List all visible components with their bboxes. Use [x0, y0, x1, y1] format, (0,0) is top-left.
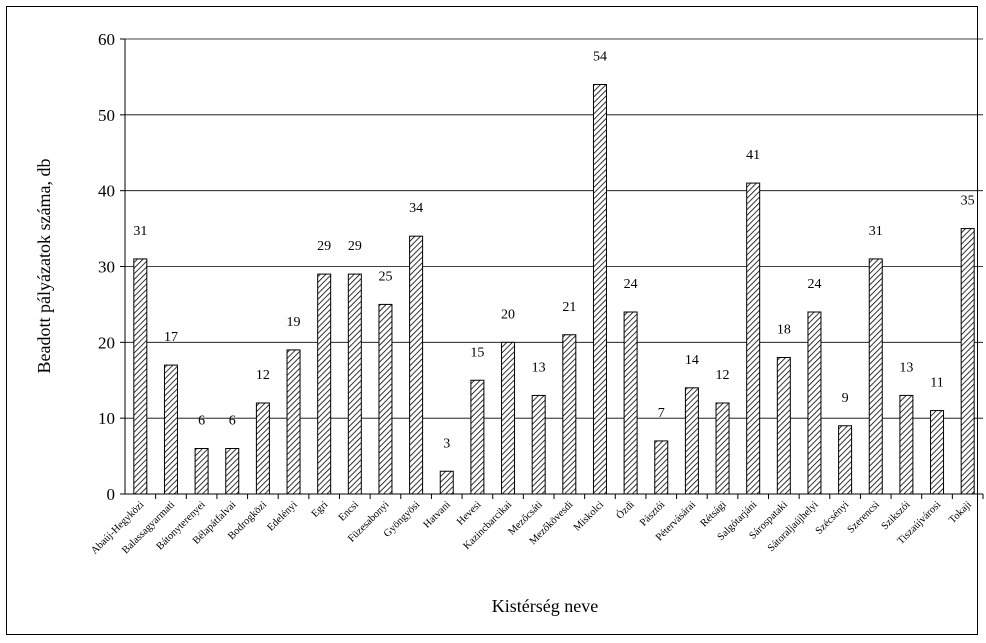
bar [225, 448, 240, 495]
y-tick-label: 40 [98, 182, 115, 201]
y-tick-labels: 0 10 20 30 40 50 60 [98, 30, 115, 504]
x-tick-label: Encsi [337, 499, 361, 523]
y-tick-label: 20 [98, 333, 115, 352]
bar [409, 235, 424, 495]
data-label: 13 [899, 360, 913, 375]
bar [592, 84, 607, 495]
y-tick-label: 60 [98, 30, 115, 49]
data-label: 29 [348, 239, 362, 254]
x-tick-labels: Abaúj-HegyköziBalassagyarmatiBátonyteren… [89, 499, 974, 557]
y-tick-label: 0 [107, 485, 116, 504]
x-axis-title: Kistérség neve [492, 596, 598, 616]
data-label: 31 [869, 224, 883, 239]
data-label: 12 [256, 368, 270, 383]
data-label: 11 [930, 376, 943, 391]
bar [531, 394, 546, 495]
bar [776, 357, 791, 495]
data-label: 14 [685, 353, 699, 368]
x-tick-label: Miskolci [572, 499, 606, 533]
bar [654, 440, 669, 495]
x-tick-label: Pásztói [638, 499, 667, 528]
data-labels: 31 17 6 6 12 19 29 29 25 34 3 15 20 13 21 54 24 7 14 12 41 18… [133, 50, 974, 452]
x-tick-label: Hevesi [455, 499, 483, 527]
bar [317, 273, 332, 495]
axes [124, 39, 984, 499]
y-tick-label: 10 [98, 409, 115, 428]
data-label: 31 [133, 224, 147, 239]
bar [623, 311, 638, 495]
data-label: 24 [624, 277, 638, 292]
x-tick-label: Szécsényi [814, 499, 852, 537]
x-tick-label: Szerencsi [846, 499, 882, 535]
bar [470, 379, 485, 495]
bar [378, 303, 393, 495]
x-tick-label: Rétsági [699, 499, 729, 529]
bar [286, 349, 301, 495]
data-label: 25 [378, 269, 392, 284]
bar [807, 311, 822, 495]
data-label: 19 [287, 315, 301, 330]
bar [960, 228, 975, 495]
data-label: 13 [532, 360, 546, 375]
x-tick-label: Balassagyarmati [120, 499, 177, 556]
data-label: 7 [658, 406, 665, 421]
data-label: 29 [317, 239, 331, 254]
bar [715, 402, 730, 495]
data-label: 21 [562, 300, 576, 315]
bar [868, 258, 883, 495]
data-label: 12 [716, 368, 730, 383]
y-tick-label: 30 [98, 258, 115, 277]
data-label: 34 [409, 201, 423, 216]
data-label: 17 [164, 330, 178, 345]
bar [838, 425, 853, 495]
chart-frame [6, 6, 978, 635]
bar [439, 470, 454, 495]
bar [501, 341, 516, 495]
bar [194, 448, 209, 495]
data-label: 6 [198, 414, 205, 429]
x-tick-label: Egri [310, 499, 331, 520]
data-label: 24 [807, 277, 821, 292]
data-label: 35 [961, 194, 975, 209]
bar [899, 394, 914, 495]
data-label: 9 [842, 391, 849, 406]
x-tick-label: Tokaji [947, 499, 974, 526]
bar [684, 387, 699, 495]
data-label: 3 [443, 436, 450, 451]
gridlines [120, 38, 983, 495]
bar [930, 410, 945, 495]
data-label: 18 [777, 323, 791, 338]
data-label: 15 [470, 345, 484, 360]
bar [746, 182, 761, 495]
bar [562, 334, 577, 495]
bar [163, 364, 178, 495]
bar [347, 273, 362, 495]
data-label: 20 [501, 307, 515, 322]
y-axis-title: Beadott pályázatok száma, db [34, 159, 54, 374]
data-label: 41 [746, 148, 760, 163]
bar [133, 258, 148, 495]
data-label: 6 [229, 414, 236, 429]
y-tick-label: 50 [98, 106, 115, 125]
x-tick-label: Edelényi [265, 499, 299, 533]
bars [133, 84, 975, 495]
x-tick-label: Ózdi [614, 499, 637, 522]
bar [255, 402, 270, 495]
data-label: 54 [593, 50, 607, 65]
x-tick-label: Hatvani [422, 499, 453, 530]
x-tick-label: Abaúj-Hegyközi [89, 499, 146, 556]
